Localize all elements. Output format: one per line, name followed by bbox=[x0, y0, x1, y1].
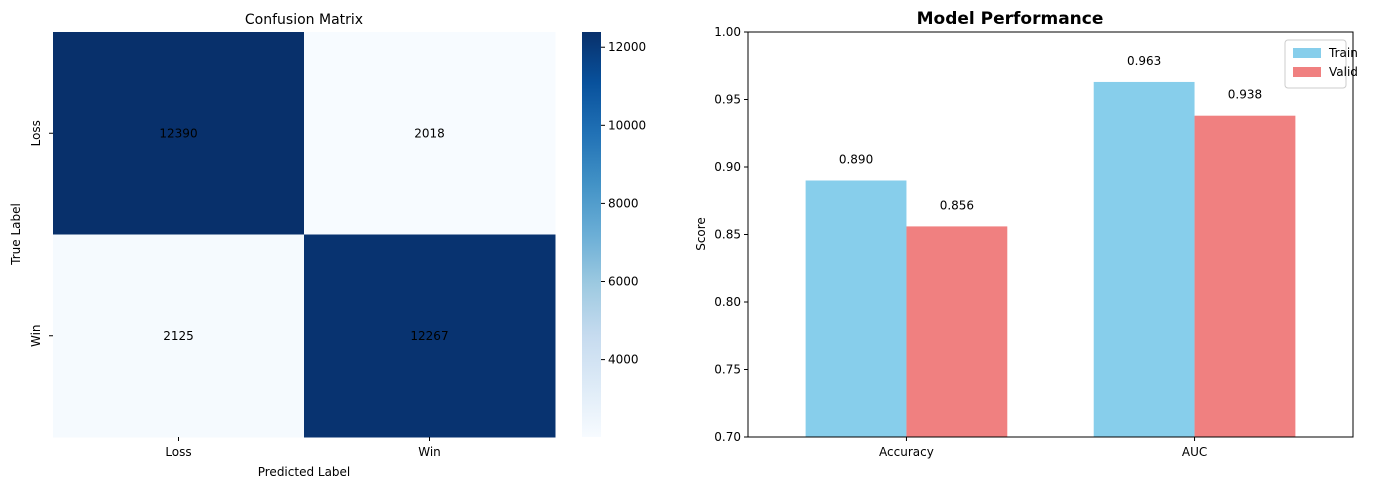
colorbar-tick-label: 6000 bbox=[608, 275, 639, 289]
bar-plot-frame bbox=[747, 31, 1354, 438]
y-tick-label: 0.90 bbox=[714, 160, 741, 174]
colorbar-tick-label: 8000 bbox=[608, 196, 639, 210]
model-performance-panel: Model Performance Score 0.8900.9630.8560… bbox=[694, 9, 1358, 459]
bar-axes: Accuracy AUC 0.70 0.75 0.80 0.85 0.90 0.95 1.00 bbox=[714, 25, 1207, 459]
y-tick-label: 0.85 bbox=[714, 228, 741, 242]
bar-marks: 0.890 0.963 0.856 0.938 bbox=[805, 54, 1296, 437]
bar bbox=[1194, 115, 1296, 437]
legend-label: Train bbox=[1328, 46, 1358, 60]
legend: Train Valid bbox=[1284, 39, 1358, 89]
bar-chart-ylabel: Score bbox=[694, 217, 708, 251]
bar bbox=[906, 226, 1008, 437]
x-tick-label: Accuracy bbox=[879, 445, 934, 459]
bar-chart-title: Model Performance bbox=[917, 9, 1104, 29]
legend-swatch bbox=[1293, 48, 1321, 58]
colorbar-tick-label: 10000 bbox=[608, 118, 646, 132]
heatmap-cell-label: 12390 bbox=[159, 126, 197, 140]
y-tick-label: Loss bbox=[29, 120, 43, 146]
bar bbox=[805, 180, 907, 437]
heatmap-cell bbox=[304, 234, 556, 438]
y-tick-label: 0.95 bbox=[714, 93, 741, 107]
x-tick-label: Win bbox=[418, 445, 441, 459]
y-tick-label: 0.80 bbox=[714, 295, 741, 309]
heatmap-cells: 12390 2018 2125 12267 bbox=[53, 32, 556, 438]
y-tick-label: Win bbox=[29, 324, 43, 347]
confusion-matrix-panel: Confusion Matrix 12390 2018 2125 12267 Loss… bbox=[9, 12, 646, 479]
heatmap-ylabel: True Label bbox=[9, 203, 23, 266]
heatmap-cell bbox=[53, 234, 305, 438]
y-tick-label: 0.75 bbox=[714, 363, 741, 377]
x-tick-label: Loss bbox=[165, 445, 191, 459]
colorbar-tick-label: 12000 bbox=[608, 40, 646, 54]
colorbar-tick-label: 4000 bbox=[608, 353, 639, 367]
x-tick-label: AUC bbox=[1182, 445, 1207, 459]
heatmap-axes: Loss Win Loss Win bbox=[29, 120, 441, 459]
heatmap-cell-label: 2018 bbox=[414, 126, 445, 140]
bar bbox=[1093, 81, 1195, 437]
colorbar bbox=[582, 32, 601, 437]
heatmap-cell-label: 2125 bbox=[163, 329, 194, 343]
bar-value-label: 0.963 bbox=[1127, 54, 1161, 68]
bar-value-label: 0.856 bbox=[940, 198, 974, 212]
legend-label: Valid bbox=[1329, 65, 1358, 79]
y-tick-label: 1.00 bbox=[714, 25, 741, 39]
bar-value-label: 0.938 bbox=[1228, 88, 1262, 102]
heatmap-cell bbox=[304, 32, 556, 235]
bar-value-label: 0.890 bbox=[839, 153, 873, 167]
heatmap-cell bbox=[53, 32, 305, 235]
heatmap-cell-label: 12267 bbox=[410, 329, 448, 343]
legend-swatch bbox=[1293, 67, 1321, 77]
heatmap-xlabel: Predicted Label bbox=[258, 465, 351, 479]
colorbar-ticks: 4000 6000 8000 10000 12000 bbox=[601, 40, 646, 367]
heatmap-title: Confusion Matrix bbox=[245, 12, 363, 28]
y-tick-label: 0.70 bbox=[714, 430, 741, 444]
